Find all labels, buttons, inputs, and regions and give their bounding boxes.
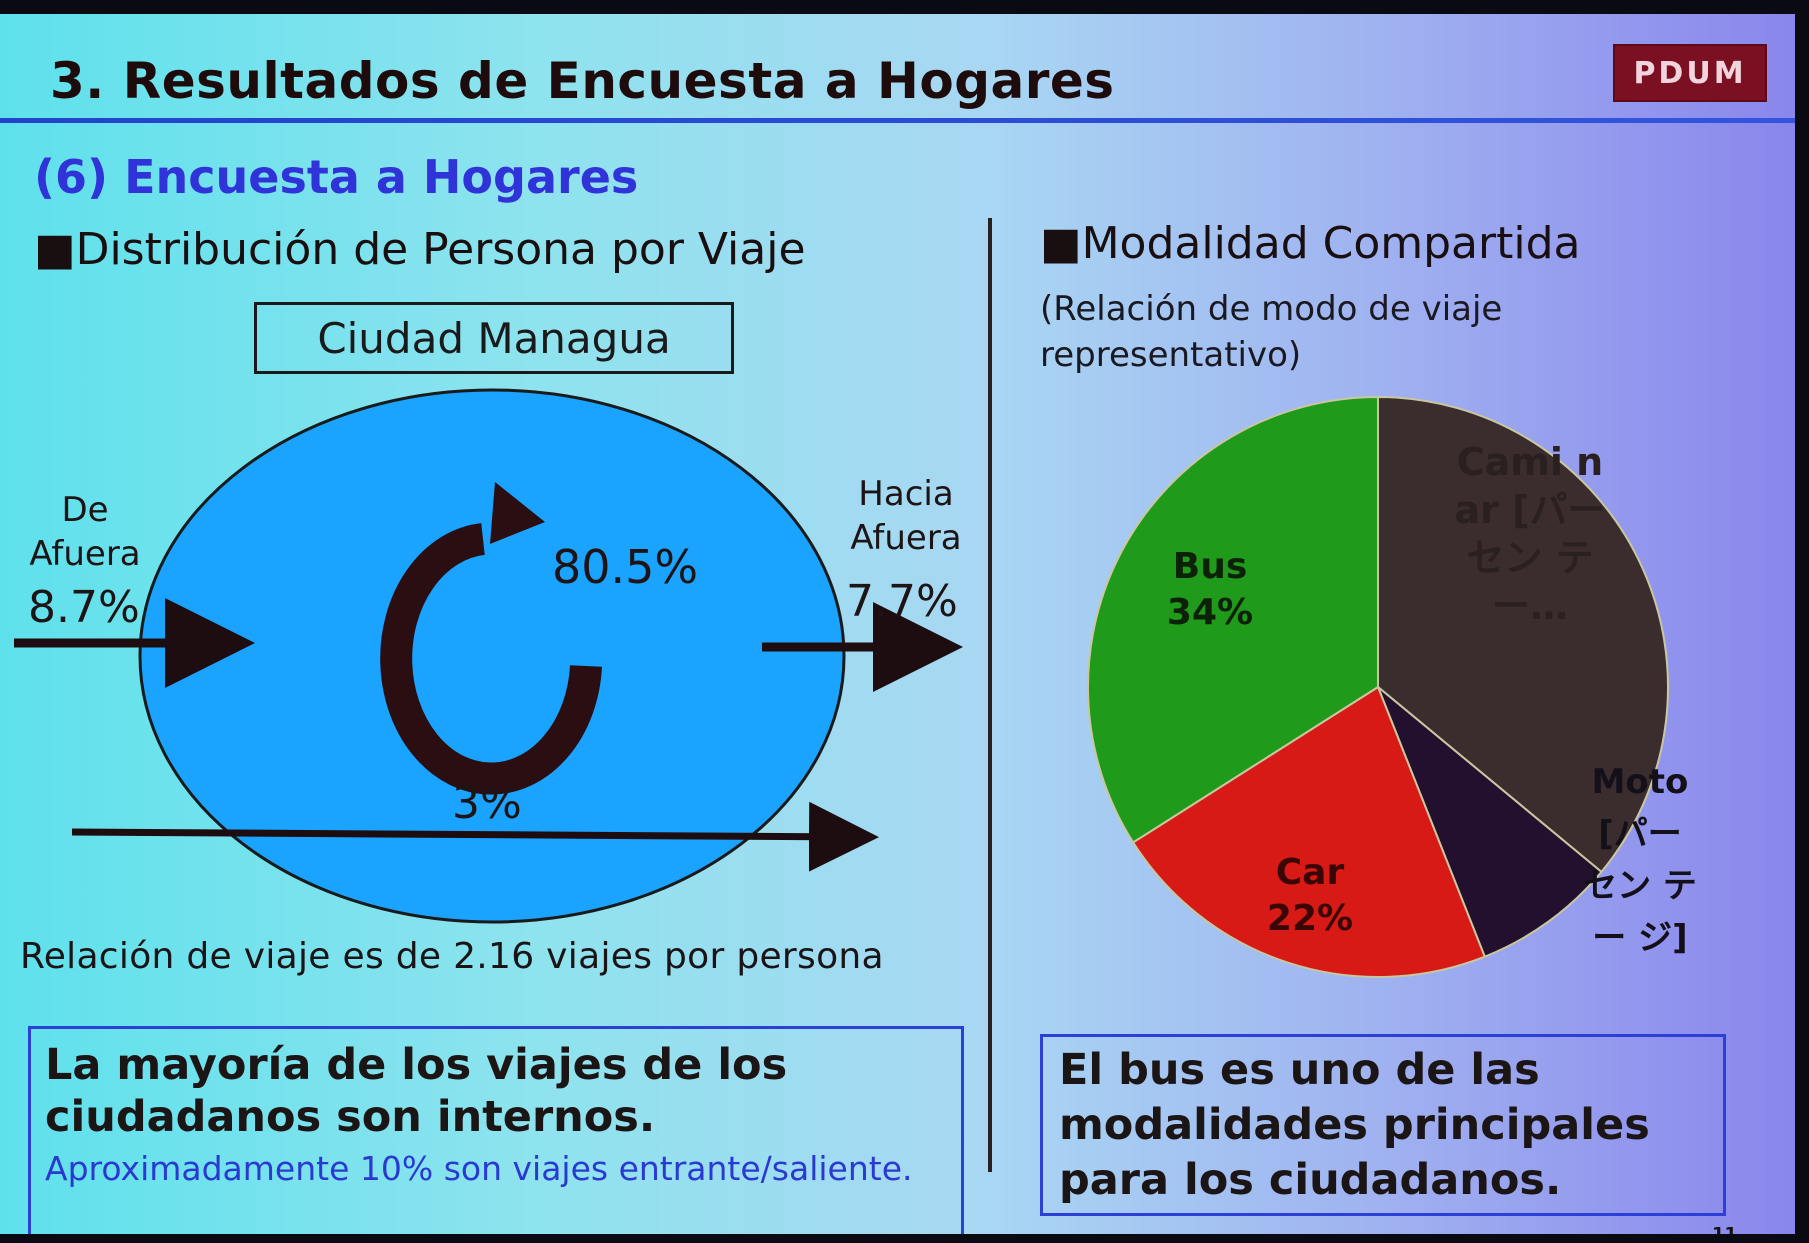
panel-divider bbox=[988, 218, 992, 1172]
outbound-label-line2: Afuera bbox=[850, 518, 962, 558]
outbound-value: 7.7% bbox=[846, 576, 958, 627]
modal-share-subtitle: (Relación de modo de viaje representativ… bbox=[1040, 289, 1503, 375]
pie-label-car-name: Car bbox=[1275, 852, 1345, 893]
trip-distribution-diagram bbox=[14, 388, 963, 924]
slide: 3. Resultados de Encuesta a Hogares PDUM… bbox=[0, 14, 1795, 1234]
inbound-label: De Afuera bbox=[20, 488, 150, 576]
pie-slice-1 bbox=[1377, 686, 1603, 958]
trip-distribution-heading: ■Distribución de Persona por Viaje bbox=[34, 224, 806, 275]
left-summary-box: La mayoría de los viajes de los ciudadan… bbox=[28, 1026, 964, 1234]
city-label-box: Ciudad Managua bbox=[254, 302, 734, 374]
trip-ratio-text: Relación de viaje es de 2.16 viajes por … bbox=[20, 936, 884, 977]
internal-trip-arrowhead bbox=[490, 482, 545, 544]
inbound-label-line2: Afuera bbox=[29, 534, 141, 574]
pie-label-moto-text: Moto [パー セン テー ジ] bbox=[1583, 762, 1697, 958]
slide-title: 3. Resultados de Encuesta a Hogares bbox=[50, 52, 1115, 110]
section-title: (6) Encuesta a Hogares bbox=[34, 150, 639, 204]
through-arrow bbox=[71, 801, 879, 872]
right-summary-main: El bus es uno de las modalidades princip… bbox=[1059, 1045, 1650, 1205]
pie-label-bus: Bus 34% bbox=[1140, 544, 1280, 636]
pie-label-bus-name: Bus bbox=[1172, 546, 1248, 587]
title-rule bbox=[0, 118, 1795, 123]
pdum-badge: PDUM bbox=[1613, 44, 1767, 102]
inbound-value: 8.7% bbox=[28, 582, 140, 633]
pie-label-bus-value: 34% bbox=[1166, 592, 1254, 633]
outbound-label: Hacia Afuera bbox=[836, 472, 976, 560]
page-number: 11 bbox=[1712, 1224, 1737, 1234]
modal-share-heading: ■Modalidad Compartida bbox=[1040, 218, 1581, 269]
internal-value: 80.5% bbox=[552, 540, 699, 594]
pie-label-car-value: 22% bbox=[1266, 898, 1354, 939]
pie-slice-0 bbox=[1377, 395, 1669, 874]
pie-label-caminar-text: Cami nar [パー セン テー… bbox=[1454, 440, 1606, 628]
right-summary-box: El bus es uno de las modalidades princip… bbox=[1040, 1034, 1726, 1216]
left-summary-main: La mayoría de los viajes de los ciudadan… bbox=[45, 1040, 788, 1142]
modal-share-pie-chart bbox=[1087, 395, 1669, 978]
outbound-label-line1: Hacia bbox=[858, 474, 954, 514]
pie-slice-3 bbox=[1087, 395, 1379, 844]
city-ellipse bbox=[138, 388, 846, 924]
pie-label-moto: Moto [パー セン テー ジ] bbox=[1580, 756, 1700, 964]
left-summary-sub: Aproximadamente 10% son viajes entrante/… bbox=[45, 1149, 913, 1188]
internal-trip-arrow bbox=[380, 523, 602, 795]
pie-label-car: Car 22% bbox=[1240, 850, 1380, 942]
pie-label-caminar: Cami nar [パー セン テー… bbox=[1450, 438, 1610, 630]
through-value: 3% bbox=[452, 778, 522, 829]
inbound-label-line1: De bbox=[61, 490, 109, 530]
pie-slice-2 bbox=[1131, 685, 1487, 978]
